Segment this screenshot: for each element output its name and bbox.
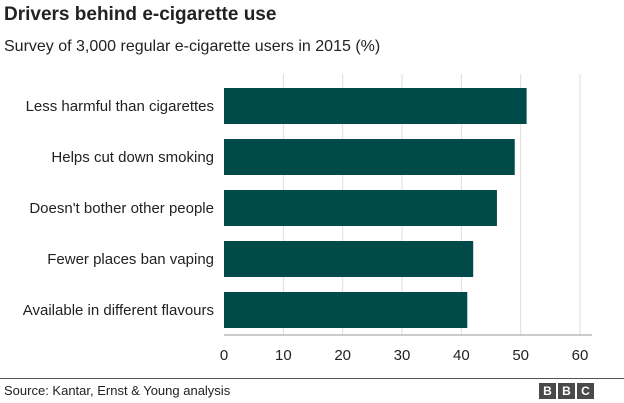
x-tick-label: 20 (334, 347, 351, 364)
category-label: Fewer places ban vaping (47, 251, 214, 268)
bar (224, 292, 468, 328)
bar (224, 241, 474, 277)
bar (224, 139, 515, 175)
x-tick-label: 40 (453, 347, 470, 364)
bbc-logo-letter: B (558, 383, 575, 399)
x-tick-label: 60 (572, 347, 589, 364)
bar (224, 88, 527, 124)
footer-divider (0, 378, 624, 379)
category-label: Doesn't bother other people (29, 200, 214, 217)
x-tick-label: 30 (394, 347, 411, 364)
bbc-logo-letter: B (539, 383, 556, 399)
source-note: Source: Kantar, Ernst & Young analysis (4, 383, 231, 398)
x-tick-label: 10 (275, 347, 292, 364)
x-tick-label: 50 (512, 347, 529, 364)
bar-chart: Less harmful than cigarettes Helps cut do… (23, 74, 592, 364)
bbc-logo-letter: C (577, 383, 594, 399)
category-label: Less harmful than cigarettes (26, 98, 214, 115)
bar (224, 190, 497, 226)
x-tick-label: 0 (220, 347, 228, 364)
chart-title: Drivers behind e-cigarette use (4, 4, 277, 25)
bbc-logo: B B C (539, 383, 594, 399)
category-label: Available in different flavours (23, 302, 214, 319)
category-label: Helps cut down smoking (51, 149, 214, 166)
chart-subtitle: Survey of 3,000 regular e-cigarette user… (4, 38, 381, 55)
